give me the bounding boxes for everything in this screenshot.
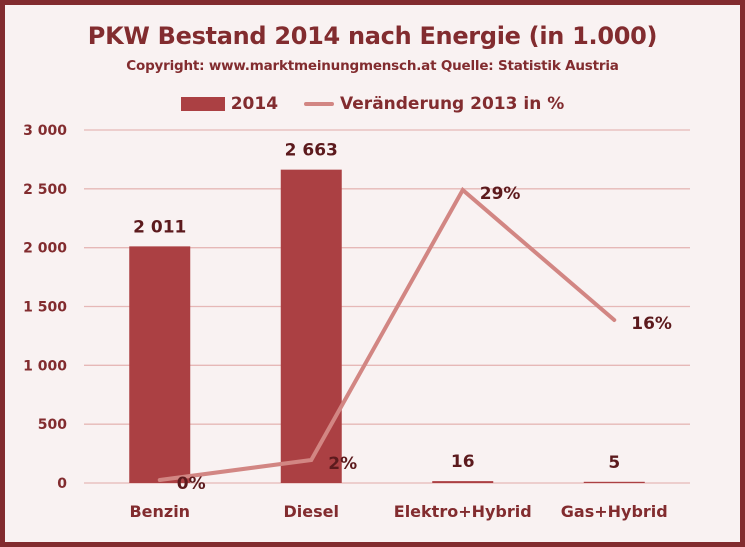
bar-data-label: 2 663 [285, 141, 338, 161]
bar-data-label: 2 011 [133, 217, 186, 237]
line-series [157, 186, 617, 482]
legend-label-line: Veränderung 2013 in % [340, 94, 565, 114]
y-tick-label: 2 000 [23, 241, 67, 257]
line-data-label: 2% [328, 454, 357, 474]
bar-benzin [129, 246, 191, 483]
chart-title: PKW Bestand 2014 nach Energie (in 1.000) [87, 22, 658, 50]
x-tick-label: Diesel [284, 502, 339, 521]
bar-diesel [280, 169, 342, 483]
bar-gas-hybrid [583, 481, 645, 483]
y-tick-label: 1 000 [23, 358, 67, 374]
y-tick-label: 3 000 [23, 123, 67, 139]
bar-data-label: 5 [608, 453, 620, 473]
legend-label-bars: 2014 [230, 94, 279, 114]
x-tick-label: Gas+Hybrid [561, 502, 668, 521]
x-tick-label: Benzin [129, 502, 190, 521]
x-axis-ticks: Benzin Diesel Elektro+Hybrid Gas+Hybrid [129, 502, 667, 521]
chart-legend: 2014 Veränderung 2013 in % [0, 94, 745, 114]
chart-subtitle: Copyright: www.marktmeinungmensch.at Que… [126, 58, 619, 74]
y-axis-ticks: 0 500 1 000 1 500 2 000 2 500 3 000 [23, 123, 67, 492]
bar-elektro-hybrid [432, 481, 494, 483]
legend-item-bars: 2014 [180, 94, 279, 114]
y-tick-label: 2 500 [23, 182, 67, 198]
data-labels: 2 011 2 663 16 5 0% 2% 29% 16% [133, 141, 672, 494]
legend-item-line: Veränderung 2013 in % [304, 94, 564, 114]
bars [129, 169, 645, 483]
line-data-label: 29% [480, 184, 521, 204]
line-data-label: 16% [631, 314, 672, 334]
line-data-label: 0% [177, 474, 206, 494]
x-tick-label: Elektro+Hybrid [394, 502, 532, 521]
y-tick-label: 1 500 [23, 300, 67, 316]
legend-swatch-line-icon [304, 102, 335, 106]
y-tick-label: 500 [38, 417, 67, 433]
y-tick-label: 0 [57, 476, 67, 492]
legend-swatch-bar-icon [180, 97, 225, 111]
line-veraenderung [157, 186, 617, 482]
bar-data-label: 16 [451, 452, 475, 472]
